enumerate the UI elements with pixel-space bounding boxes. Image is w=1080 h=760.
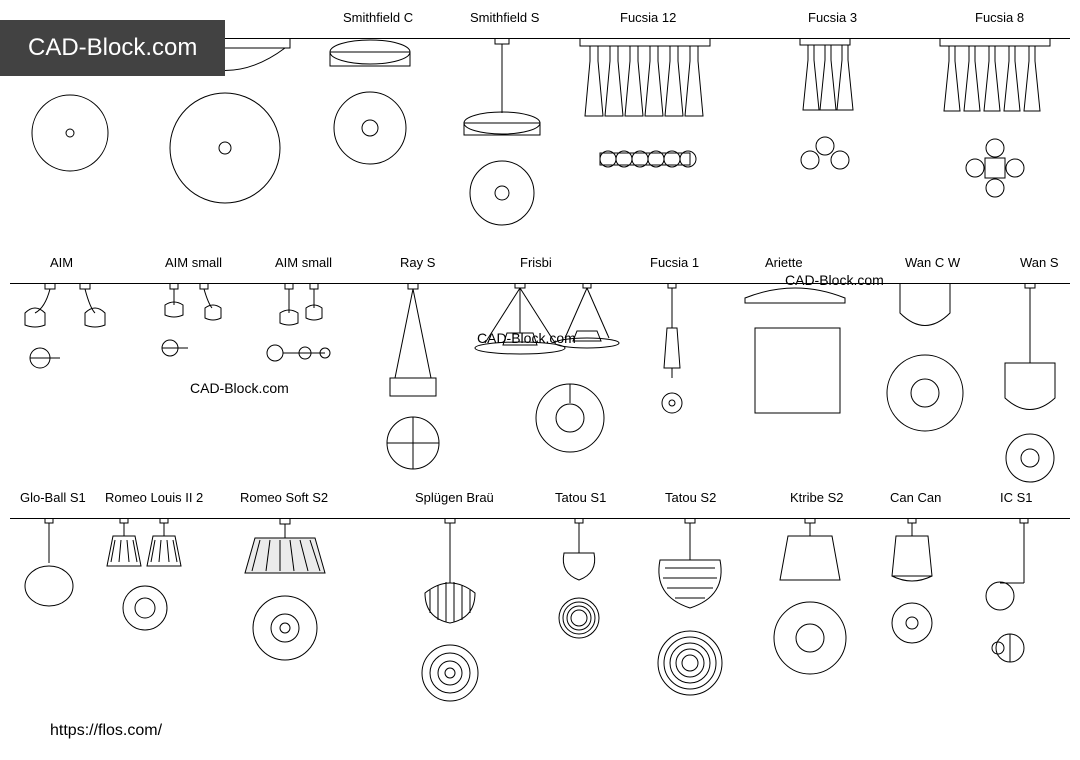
row-3-drawings bbox=[10, 518, 1070, 728]
label-fucsia-8: Fucsia 8 bbox=[975, 10, 1024, 25]
label-ktribe: Ktribe S2 bbox=[790, 490, 843, 505]
row-3-labels: Glo-Ball S1 Romeo Louis II 2 Romeo Soft … bbox=[10, 490, 1070, 510]
row-2: AIM AIM small AIM small Ray S Frisbi Fuc… bbox=[10, 255, 1070, 480]
label-wan-cw: Wan C W bbox=[905, 255, 960, 270]
inline-watermark-1: CAD-Block.com bbox=[190, 380, 289, 396]
label-ariette: Ariette bbox=[765, 255, 803, 270]
label-cancan: Can Can bbox=[890, 490, 941, 505]
label-romeo-louis: Romeo Louis II 2 bbox=[105, 490, 203, 505]
label-tatou-s2: Tatou S2 bbox=[665, 490, 716, 505]
inline-watermark-2: CAD-Block.com bbox=[477, 330, 576, 346]
label-aim-small-2: AIM small bbox=[275, 255, 332, 270]
label-smithfield-s: Smithfield S bbox=[470, 10, 539, 25]
label-splugen: Splügen Braü bbox=[415, 490, 494, 505]
label-romeo-soft: Romeo Soft S2 bbox=[240, 490, 328, 505]
label-ray-s: Ray S bbox=[400, 255, 435, 270]
label-ic-s1: IC S1 bbox=[1000, 490, 1033, 505]
label-frisbi: Frisbi bbox=[520, 255, 552, 270]
label-aim: AIM bbox=[50, 255, 73, 270]
label-aim-small-1: AIM small bbox=[165, 255, 222, 270]
label-wan-s: Wan S bbox=[1020, 255, 1059, 270]
label-fucsia-3: Fucsia 3 bbox=[808, 10, 857, 25]
label-fucsia-1: Fucsia 1 bbox=[650, 255, 699, 270]
row-2-drawings bbox=[10, 283, 1070, 483]
label-smithfield-c: Smithfield C bbox=[343, 10, 413, 25]
source-url: https://flos.com/ bbox=[50, 722, 162, 740]
row-2-labels: AIM AIM small AIM small Ray S Frisbi Fuc… bbox=[10, 255, 1070, 275]
inline-watermark-3: CAD-Block.com bbox=[785, 272, 884, 288]
label-tatou-s1: Tatou S1 bbox=[555, 490, 606, 505]
label-globall: Glo-Ball S1 bbox=[20, 490, 86, 505]
label-fucsia-12: Fucsia 12 bbox=[620, 10, 676, 25]
watermark-badge: CAD-Block.com bbox=[0, 20, 225, 76]
row-3: Glo-Ball S1 Romeo Louis II 2 Romeo Soft … bbox=[10, 490, 1070, 720]
